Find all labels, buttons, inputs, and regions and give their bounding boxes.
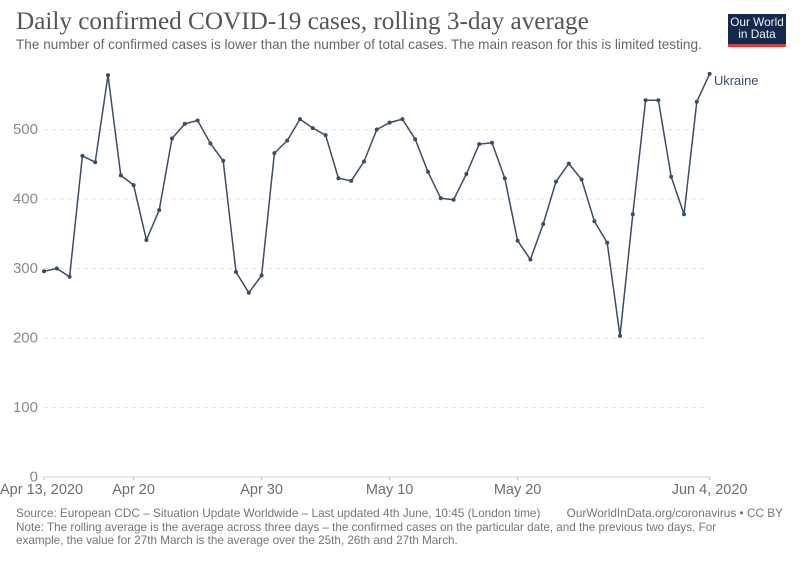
svg-text:Apr 13, 2020: Apr 13, 2020 [0, 482, 83, 498]
svg-text:300: 300 [13, 260, 38, 277]
svg-text:Ukraine: Ukraine [714, 73, 758, 88]
svg-text:May 20: May 20 [494, 482, 542, 498]
svg-text:500: 500 [13, 121, 38, 138]
svg-text:0: 0 [30, 469, 38, 486]
svg-text:May 10: May 10 [366, 482, 414, 498]
svg-text:400: 400 [13, 191, 38, 208]
svg-text:Apr 20: Apr 20 [112, 482, 155, 498]
svg-text:Apr 30: Apr 30 [240, 482, 283, 498]
svg-text:100: 100 [13, 399, 38, 416]
svg-text:200: 200 [13, 330, 38, 347]
svg-text:Jun 4, 2020: Jun 4, 2020 [672, 482, 748, 498]
